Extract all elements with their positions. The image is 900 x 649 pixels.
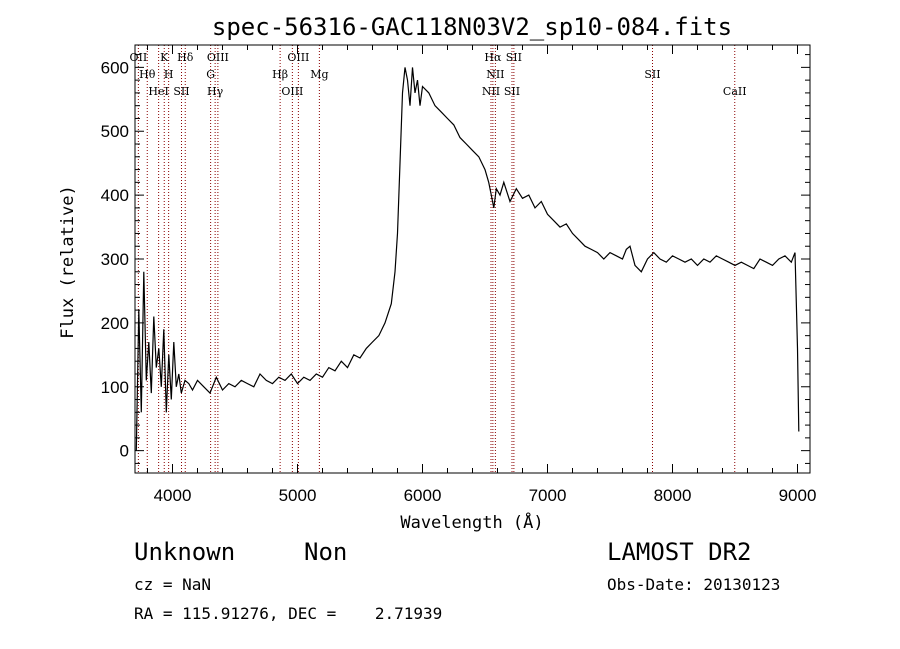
observation-date: Obs-Date: 20130123 [607, 575, 781, 594]
line-label: OIII [287, 51, 309, 64]
line-label: G [206, 68, 215, 81]
y-tick-label: 400 [101, 186, 129, 205]
line-labels: OIIHθHeIKHSIIHδGHγOIIIHβOIIIOIIIMgNIIHαN… [130, 51, 747, 98]
x-tick-label: 5000 [279, 486, 317, 505]
line-markers [137, 45, 736, 473]
line-label: OIII [281, 85, 303, 98]
line-label: Hδ [177, 51, 194, 64]
y-tick-label: 500 [101, 122, 129, 141]
survey-name: LAMOST DR2 [607, 538, 752, 566]
line-label: Hθ [139, 68, 156, 81]
x-tick-label: 4000 [154, 486, 192, 505]
y-tick-label: 200 [101, 314, 129, 333]
x-tick-label: 6000 [404, 486, 442, 505]
spectrum-series [135, 67, 800, 451]
line-label: SII [644, 68, 660, 81]
x-axis-ticks: 4000 5000 6000 7000 8000 9000 [147, 45, 817, 505]
line-label: H [164, 68, 174, 81]
line-label: SII [506, 51, 522, 64]
y-tick-label: 300 [101, 250, 129, 269]
line-label: SII [504, 85, 520, 98]
line-label: K [160, 51, 169, 64]
x-tick-label: 9000 [779, 486, 817, 505]
plot-frame [134, 44, 811, 474]
y-tick-label: 100 [101, 378, 129, 397]
line-label: SII [173, 85, 189, 98]
line-label: CaII [723, 85, 747, 98]
object-subclass: Non [304, 538, 348, 566]
object-class: Unknown [134, 538, 236, 566]
line-label: Hγ [207, 85, 224, 98]
x-axis-label: Wavelength (Å) [400, 511, 543, 533]
y-tick-label: 0 [120, 442, 129, 461]
chart-title: spec-56316-GAC118N03V2_sp10-084.fits [212, 13, 732, 41]
line-label: NII [482, 85, 500, 98]
line-label: Hα [484, 51, 502, 64]
x-tick-label: 8000 [654, 486, 692, 505]
y-axis-label: Flux (relative) [58, 185, 78, 339]
coordinates-text: RA = 115.91276, DEC = 2.71939 [134, 604, 443, 623]
x-tick-label: 7000 [529, 486, 567, 505]
line-label: OIII [207, 51, 229, 64]
line-label: HeI [148, 85, 168, 98]
line-label: NII [486, 68, 504, 81]
redshift-text: cz = NaN [134, 575, 212, 594]
line-label: Hβ [272, 68, 288, 81]
y-axis-ticks: 0 100 200 300 400 500 600 [101, 54, 810, 464]
line-label: Mg [310, 68, 328, 81]
line-label: OII [130, 51, 148, 64]
y-tick-label: 600 [101, 58, 129, 77]
